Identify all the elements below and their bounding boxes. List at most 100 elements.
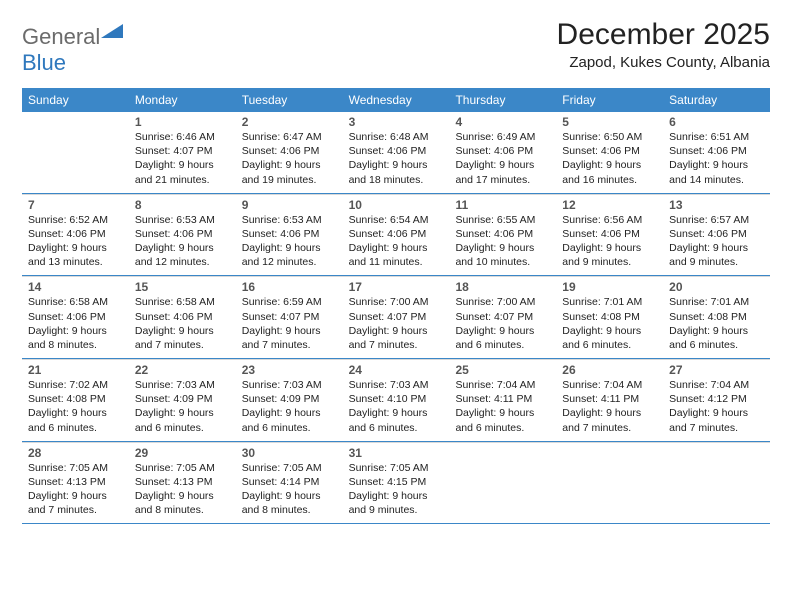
day-cell: 12Sunrise: 6:56 AMSunset: 4:06 PMDayligh…: [556, 194, 663, 276]
day-cell: 26Sunrise: 7:04 AMSunset: 4:11 PMDayligh…: [556, 359, 663, 441]
day-header-cell: Monday: [129, 88, 236, 112]
sunset-text: Sunset: 4:06 PM: [28, 227, 123, 241]
sunrise-text: Sunrise: 7:04 AM: [562, 378, 657, 392]
sunset-text: Sunset: 4:06 PM: [669, 144, 764, 158]
day-number: 19: [562, 280, 657, 294]
day-info: Sunrise: 7:03 AMSunset: 4:09 PMDaylight:…: [242, 378, 337, 435]
logo-triangle-icon: [101, 24, 123, 42]
sunset-text: Sunset: 4:06 PM: [135, 227, 230, 241]
daylight-text-2: and 8 minutes.: [242, 503, 337, 517]
day-header-cell: Friday: [556, 88, 663, 112]
daylight-text-1: Daylight: 9 hours: [242, 241, 337, 255]
day-number: 15: [135, 280, 230, 294]
day-info: Sunrise: 7:04 AMSunset: 4:12 PMDaylight:…: [669, 378, 764, 435]
day-info: Sunrise: 6:50 AMSunset: 4:06 PMDaylight:…: [562, 130, 657, 187]
sunset-text: Sunset: 4:06 PM: [455, 227, 550, 241]
daylight-text-1: Daylight: 9 hours: [669, 241, 764, 255]
daylight-text-2: and 6 minutes.: [455, 421, 550, 435]
daylight-text-2: and 6 minutes.: [28, 421, 123, 435]
day-info: Sunrise: 6:51 AMSunset: 4:06 PMDaylight:…: [669, 130, 764, 187]
sunset-text: Sunset: 4:07 PM: [455, 310, 550, 324]
day-header-cell: Saturday: [663, 88, 770, 112]
sunrise-text: Sunrise: 7:03 AM: [349, 378, 444, 392]
daylight-text-2: and 19 minutes.: [242, 173, 337, 187]
day-info: Sunrise: 7:00 AMSunset: 4:07 PMDaylight:…: [455, 295, 550, 352]
sunrise-text: Sunrise: 7:00 AM: [349, 295, 444, 309]
daylight-text-1: Daylight: 9 hours: [669, 406, 764, 420]
daylight-text-1: Daylight: 9 hours: [669, 324, 764, 338]
daylight-text-1: Daylight: 9 hours: [562, 324, 657, 338]
daylight-text-1: Daylight: 9 hours: [135, 489, 230, 503]
day-number: 17: [349, 280, 444, 294]
sunrise-text: Sunrise: 7:05 AM: [135, 461, 230, 475]
daylight-text-1: Daylight: 9 hours: [562, 241, 657, 255]
sunrise-text: Sunrise: 6:50 AM: [562, 130, 657, 144]
daylight-text-1: Daylight: 9 hours: [28, 324, 123, 338]
day-info: Sunrise: 6:56 AMSunset: 4:06 PMDaylight:…: [562, 213, 657, 270]
day-header-cell: Wednesday: [343, 88, 450, 112]
day-info: Sunrise: 7:05 AMSunset: 4:13 PMDaylight:…: [28, 461, 123, 518]
sunset-text: Sunset: 4:06 PM: [242, 144, 337, 158]
daylight-text-2: and 8 minutes.: [135, 503, 230, 517]
day-cell: 20Sunrise: 7:01 AMSunset: 4:08 PMDayligh…: [663, 276, 770, 358]
day-number: 2: [242, 115, 337, 129]
day-number: 23: [242, 363, 337, 377]
daylight-text-2: and 6 minutes.: [669, 338, 764, 352]
sunset-text: Sunset: 4:12 PM: [669, 392, 764, 406]
daylight-text-2: and 7 minutes.: [349, 338, 444, 352]
daylight-text-1: Daylight: 9 hours: [669, 158, 764, 172]
sunset-text: Sunset: 4:13 PM: [28, 475, 123, 489]
sunrise-text: Sunrise: 7:03 AM: [242, 378, 337, 392]
day-number: 29: [135, 446, 230, 460]
day-cell: 21Sunrise: 7:02 AMSunset: 4:08 PMDayligh…: [22, 359, 129, 441]
day-info: Sunrise: 7:04 AMSunset: 4:11 PMDaylight:…: [455, 378, 550, 435]
sunrise-text: Sunrise: 7:04 AM: [669, 378, 764, 392]
day-info: Sunrise: 6:58 AMSunset: 4:06 PMDaylight:…: [28, 295, 123, 352]
daylight-text-1: Daylight: 9 hours: [135, 406, 230, 420]
day-cell: 18Sunrise: 7:00 AMSunset: 4:07 PMDayligh…: [449, 276, 556, 358]
daylight-text-2: and 7 minutes.: [28, 503, 123, 517]
weeks-container: 1Sunrise: 6:46 AMSunset: 4:07 PMDaylight…: [22, 112, 770, 524]
sunrise-text: Sunrise: 6:49 AM: [455, 130, 550, 144]
day-info: Sunrise: 6:49 AMSunset: 4:06 PMDaylight:…: [455, 130, 550, 187]
daylight-text-1: Daylight: 9 hours: [349, 406, 444, 420]
day-header-cell: Sunday: [22, 88, 129, 112]
day-number: 5: [562, 115, 657, 129]
daylight-text-2: and 14 minutes.: [669, 173, 764, 187]
sunset-text: Sunset: 4:08 PM: [562, 310, 657, 324]
day-cell: 16Sunrise: 6:59 AMSunset: 4:07 PMDayligh…: [236, 276, 343, 358]
day-number: 8: [135, 198, 230, 212]
sunrise-text: Sunrise: 6:57 AM: [669, 213, 764, 227]
sunset-text: Sunset: 4:06 PM: [349, 227, 444, 241]
day-cell: 22Sunrise: 7:03 AMSunset: 4:09 PMDayligh…: [129, 359, 236, 441]
daylight-text-2: and 13 minutes.: [28, 255, 123, 269]
week-row: 1Sunrise: 6:46 AMSunset: 4:07 PMDaylight…: [22, 112, 770, 194]
sunset-text: Sunset: 4:09 PM: [242, 392, 337, 406]
sunset-text: Sunset: 4:08 PM: [669, 310, 764, 324]
daylight-text-1: Daylight: 9 hours: [242, 324, 337, 338]
daylight-text-1: Daylight: 9 hours: [562, 158, 657, 172]
sunrise-text: Sunrise: 7:05 AM: [242, 461, 337, 475]
daylight-text-2: and 6 minutes.: [455, 338, 550, 352]
daylight-text-1: Daylight: 9 hours: [242, 158, 337, 172]
day-number: 7: [28, 198, 123, 212]
sunset-text: Sunset: 4:06 PM: [28, 310, 123, 324]
daylight-text-1: Daylight: 9 hours: [349, 324, 444, 338]
day-cell: 25Sunrise: 7:04 AMSunset: 4:11 PMDayligh…: [449, 359, 556, 441]
day-cell: 19Sunrise: 7:01 AMSunset: 4:08 PMDayligh…: [556, 276, 663, 358]
day-info: Sunrise: 6:58 AMSunset: 4:06 PMDaylight:…: [135, 295, 230, 352]
day-info: Sunrise: 7:03 AMSunset: 4:10 PMDaylight:…: [349, 378, 444, 435]
sunset-text: Sunset: 4:09 PM: [135, 392, 230, 406]
day-info: Sunrise: 6:47 AMSunset: 4:06 PMDaylight:…: [242, 130, 337, 187]
daylight-text-1: Daylight: 9 hours: [135, 324, 230, 338]
day-number: 27: [669, 363, 764, 377]
daylight-text-1: Daylight: 9 hours: [455, 406, 550, 420]
sunrise-text: Sunrise: 6:58 AM: [135, 295, 230, 309]
sunrise-text: Sunrise: 6:59 AM: [242, 295, 337, 309]
day-cell: 30Sunrise: 7:05 AMSunset: 4:14 PMDayligh…: [236, 442, 343, 524]
sunset-text: Sunset: 4:06 PM: [669, 227, 764, 241]
day-info: Sunrise: 6:46 AMSunset: 4:07 PMDaylight:…: [135, 130, 230, 187]
day-cell: 11Sunrise: 6:55 AMSunset: 4:06 PMDayligh…: [449, 194, 556, 276]
sunset-text: Sunset: 4:08 PM: [28, 392, 123, 406]
daylight-text-2: and 6 minutes.: [349, 421, 444, 435]
